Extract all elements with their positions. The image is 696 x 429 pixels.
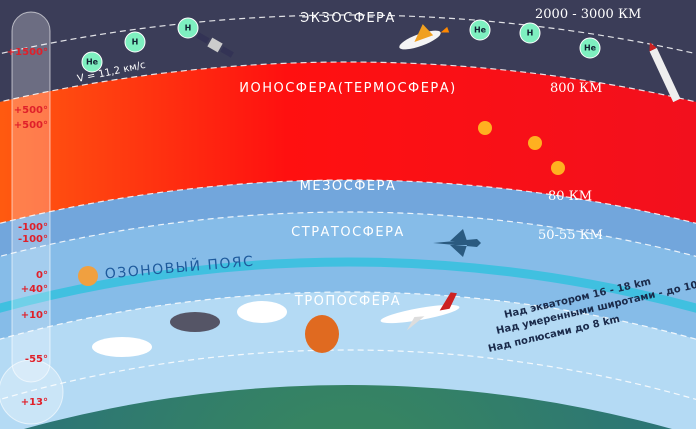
layer-altitude: 50-55 КМ	[538, 228, 603, 243]
atom	[177, 17, 199, 39]
atom-label: H	[185, 24, 192, 33]
temperature: -100°	[18, 234, 48, 245]
layer-name: ЭКЗОСФЕРА	[300, 11, 396, 26]
ozone-layer	[0, 257, 696, 313]
atom	[519, 22, 541, 44]
earth	[23, 385, 673, 429]
icons	[78, 24, 681, 357]
layer-altitude: 80 КМ	[548, 189, 592, 204]
layer-name: СТРАТОСФЕРА	[291, 225, 405, 240]
atom-label: He	[584, 44, 597, 53]
temperature: +1500°	[7, 47, 48, 58]
boundary	[0, 179, 696, 225]
boundary	[0, 291, 696, 340]
layer-altitude: 2000 - 3000 КМ	[535, 7, 641, 22]
layer-name: ИОНОСФЕРА(ТЕРМОСФЕРА)	[239, 81, 456, 96]
layers	[0, 14, 696, 429]
atom	[579, 37, 601, 59]
layer-name: МЕЗОСФЕРА	[300, 179, 397, 194]
boundary	[0, 211, 696, 258]
temperature: +500°	[14, 105, 48, 116]
temperature: -100°	[18, 222, 48, 233]
temperature: +40°	[21, 284, 48, 295]
temperature: +13°	[21, 397, 48, 408]
temperature: -55°	[25, 354, 48, 365]
layer-altitude: 800 КМ	[550, 81, 602, 96]
atom-label: H	[132, 38, 139, 47]
atom	[81, 51, 103, 73]
atom-label: H	[527, 29, 534, 38]
temperature: +10°	[21, 310, 48, 321]
atom-label: He	[86, 58, 99, 67]
atom	[124, 31, 146, 53]
atom	[469, 19, 491, 41]
atom-label: He	[474, 26, 487, 35]
layer-name: ТРОПОСФЕРА	[294, 294, 401, 309]
thermometer	[0, 11, 64, 425]
temperature: 0°	[36, 270, 48, 281]
temperature: +500°	[14, 120, 48, 131]
